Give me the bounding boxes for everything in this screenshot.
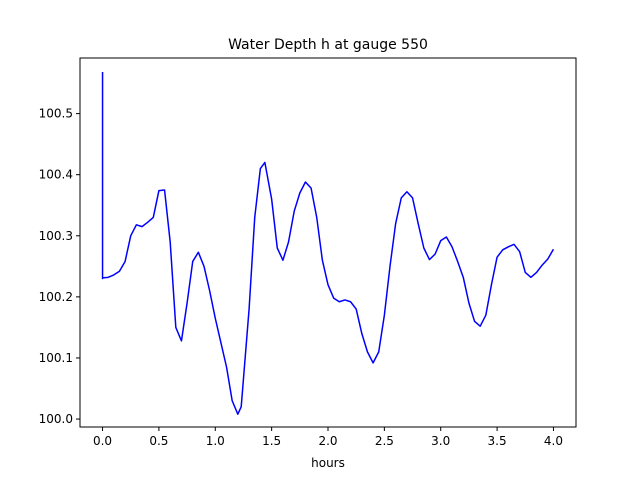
- y-tick-label: 100.5: [39, 107, 73, 121]
- x-tick-label: 3.5: [488, 434, 507, 448]
- x-tick-label: 0.0: [93, 434, 112, 448]
- y-tick-label: 100.2: [39, 290, 73, 304]
- x-tick-label: 0.5: [149, 434, 168, 448]
- y-tick-label: 100.0: [39, 412, 73, 426]
- x-tick-label: 1.5: [262, 434, 281, 448]
- x-tick-label: 2.0: [318, 434, 337, 448]
- y-axis: 100.0 100.1 100.2 100.3 100.4 100.5: [39, 107, 80, 426]
- y-tick-label: 100.1: [39, 351, 73, 365]
- plot-area: [101, 72, 555, 415]
- x-axis: 0.0 0.5 1.0 1.5 2.0 2.5 3.0 3.5 4.0: [93, 427, 563, 448]
- chart-title: Water Depth h at gauge 550: [228, 37, 428, 53]
- x-tick-label: 1.0: [206, 434, 225, 448]
- x-tick-label: 3.0: [431, 434, 450, 448]
- x-tick-label: 2.5: [375, 434, 394, 448]
- y-tick-label: 100.4: [39, 168, 73, 182]
- x-tick-label: 4.0: [544, 434, 563, 448]
- y-tick-label: 100.3: [39, 229, 73, 243]
- x-axis-label: hours: [311, 456, 345, 470]
- series-line-0: [101, 72, 555, 415]
